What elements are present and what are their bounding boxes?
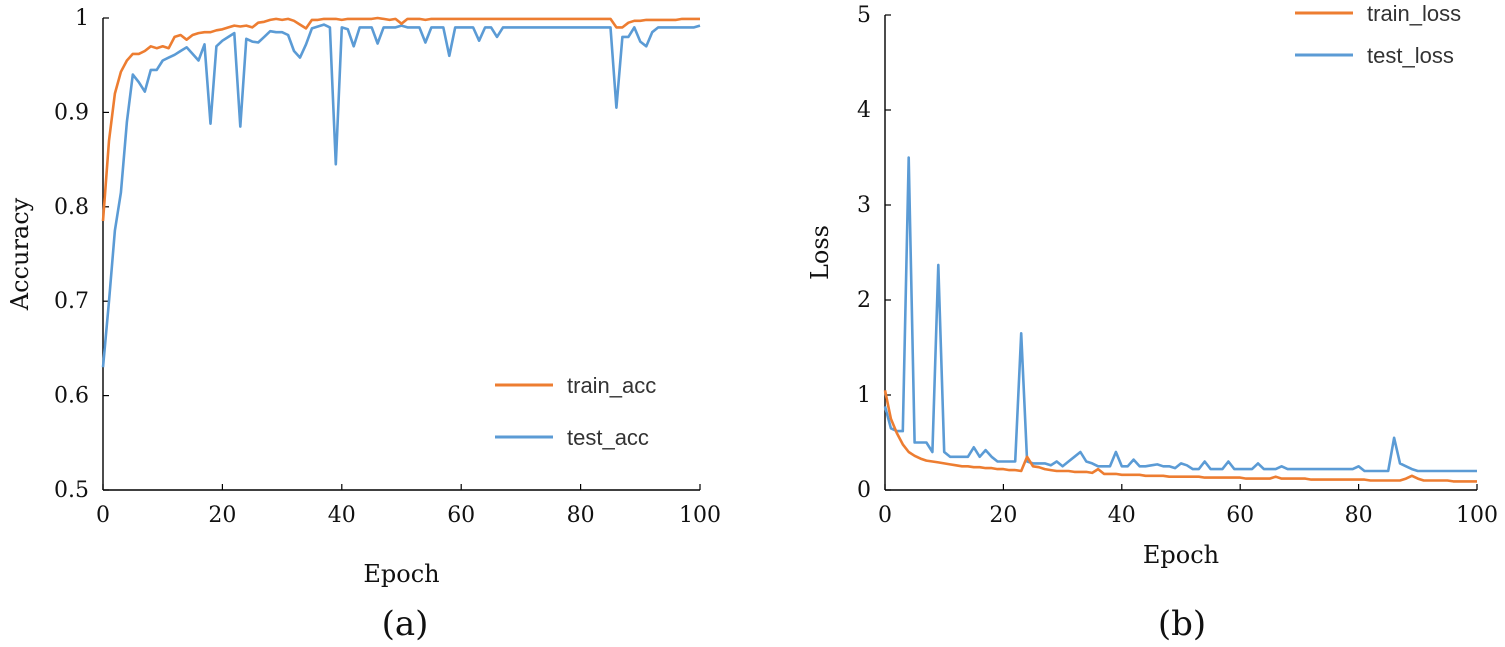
- x-tick-label: 80: [567, 503, 595, 528]
- x-axis-label: Epoch: [1143, 541, 1219, 569]
- y-axis-label: Loss: [806, 225, 834, 280]
- panel-caption: (b): [1158, 604, 1206, 644]
- x-tick-label: 20: [989, 503, 1017, 528]
- x-tick-label: 0: [96, 503, 110, 528]
- x-tick-label: 40: [1108, 503, 1136, 528]
- x-tick-label: 60: [1226, 503, 1254, 528]
- series-line-test-acc: [101, 23, 701, 368]
- y-tick-label: 1: [75, 6, 89, 31]
- y-tick-label: 0.6: [54, 384, 89, 409]
- y-tick-label: 0.7: [54, 289, 89, 314]
- y-tick-label: 4: [857, 98, 871, 123]
- legend-label: test_acc: [567, 425, 649, 450]
- x-tick-label: 20: [208, 503, 236, 528]
- legend-label: train_acc: [567, 373, 656, 398]
- y-tick-label: 0.8: [54, 195, 89, 220]
- y-tick-label: 3: [857, 193, 871, 218]
- legend-label: train_loss: [1367, 1, 1461, 26]
- y-tick-label: 2: [857, 288, 871, 313]
- y-tick-label: 5: [857, 3, 871, 28]
- series-line-test-loss: [883, 156, 1477, 473]
- y-tick-label: 0.5: [54, 478, 89, 503]
- panel-caption: (a): [382, 604, 429, 644]
- x-tick-label: 100: [679, 503, 721, 528]
- x-tick-label: 80: [1345, 503, 1373, 528]
- y-tick-label: 0.9: [54, 100, 89, 125]
- y-tick-label: 1: [857, 383, 871, 408]
- x-tick-label: 0: [878, 503, 892, 528]
- panel-a-accuracy-chart: 0 20 40 60 80 100 0.5 0.6 0.7 0.8 0.9 1 Epoch Accurac…: [6, 6, 721, 644]
- x-axis-label: Epoch: [363, 560, 439, 588]
- series-line-train-loss: [883, 390, 1477, 483]
- y-tick-label: 0: [857, 478, 871, 503]
- y-axis-label: Accuracy: [6, 197, 34, 311]
- x-tick-label: 60: [447, 503, 475, 528]
- series-line-train-acc: [101, 16, 700, 222]
- panel-b-loss-chart: 0 20 40 60 80 100 0 1 2 3 4 5 Epoch Loss train_losstes…: [806, 1, 1498, 644]
- x-tick-label: 100: [1456, 503, 1498, 528]
- legend-label: test_loss: [1367, 43, 1454, 68]
- x-tick-label: 40: [328, 503, 356, 528]
